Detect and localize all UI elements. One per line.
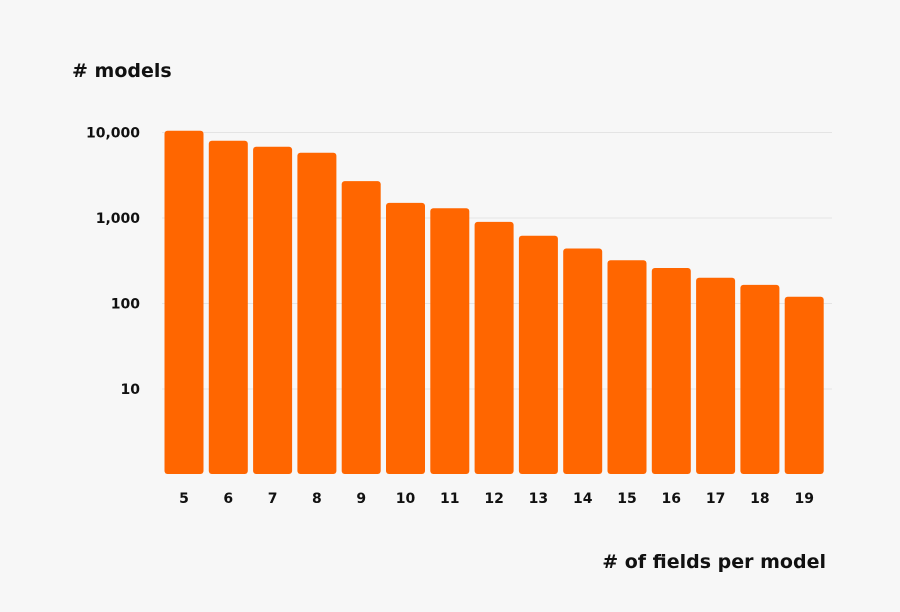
x-tick-label-14: 14 xyxy=(573,491,593,507)
y-tick-label-1: 100 xyxy=(111,297,140,313)
bar-12 xyxy=(474,221,514,474)
bar-8 xyxy=(297,152,337,474)
bar-19 xyxy=(784,296,824,474)
x-tick-label-5: 5 xyxy=(179,491,189,507)
x-tick-label-17: 17 xyxy=(706,491,725,507)
x-tick-label-6: 6 xyxy=(223,491,233,507)
bar-15 xyxy=(607,260,647,474)
x-tick-label-9: 9 xyxy=(356,491,366,507)
y-tick-label-2: 1,000 xyxy=(96,211,141,227)
x-tick-label-18: 18 xyxy=(750,491,769,507)
x-tick-label-19: 19 xyxy=(794,491,813,507)
bar-17 xyxy=(696,277,736,474)
bar-18 xyxy=(740,284,780,474)
x-axis-ticks: 5 6 7 8 9 10 11 12 13 14 15 16 17 18 19 xyxy=(179,491,814,507)
bar-14 xyxy=(563,248,603,474)
bar-6 xyxy=(208,140,248,475)
bar-10 xyxy=(386,202,425,474)
x-tick-label-7: 7 xyxy=(268,491,278,507)
x-tick-label-13: 13 xyxy=(529,491,548,507)
x-tick-label-16: 16 xyxy=(662,491,681,507)
bar-11 xyxy=(430,208,470,475)
y-tick-label-0: 10 xyxy=(121,382,141,398)
bar-5 xyxy=(164,130,204,474)
x-tick-label-11: 11 xyxy=(440,491,459,507)
y-axis-ticks: 10 100 1,000 10,000 xyxy=(86,126,140,399)
bar-7 xyxy=(253,146,293,475)
y-tick-label-3: 10,000 xyxy=(86,126,140,142)
x-tick-label-15: 15 xyxy=(617,491,636,507)
y-axis-title: # models xyxy=(72,60,172,82)
bar-13 xyxy=(518,235,558,474)
x-tick-label-8: 8 xyxy=(312,491,322,507)
bars xyxy=(164,130,824,475)
bar-16 xyxy=(651,268,691,474)
x-tick-label-10: 10 xyxy=(396,491,416,507)
bar-9 xyxy=(341,181,381,474)
x-tick-label-12: 12 xyxy=(484,491,503,507)
x-axis-title: # of fields per model xyxy=(602,551,826,573)
